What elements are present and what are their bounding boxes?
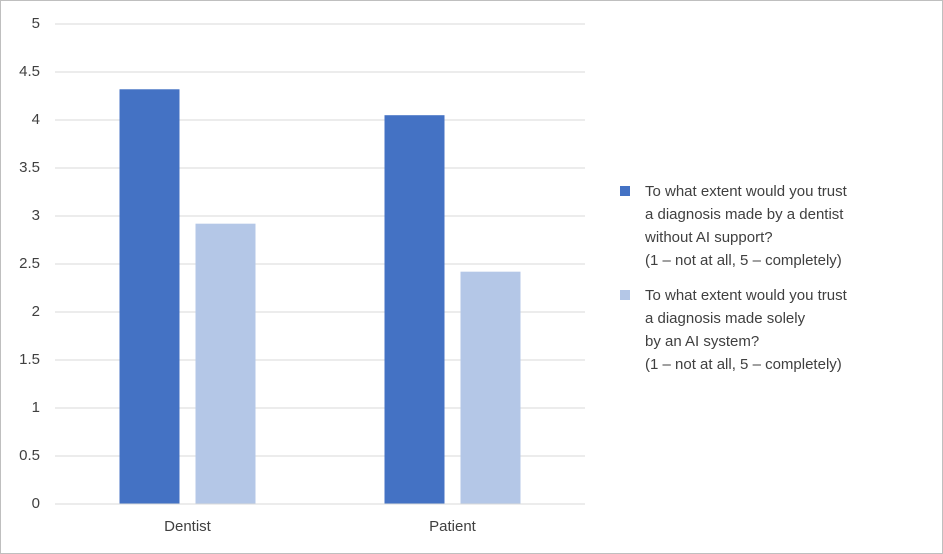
- bar: [460, 271, 521, 504]
- legend-label: To what extent would you trust a diagnos…: [645, 183, 847, 269]
- bar: [384, 115, 445, 504]
- x-tick-label: Patient: [429, 518, 477, 535]
- y-tick-label: 1.5: [19, 351, 40, 368]
- x-tick-label: Dentist: [164, 518, 212, 535]
- y-tick-label: 2: [32, 303, 40, 320]
- y-tick-label: 1: [32, 399, 40, 416]
- legend-item: To what extent would you trust a diagnos…: [620, 180, 847, 272]
- legend-swatch: [620, 290, 630, 300]
- y-tick-label: 3: [32, 207, 40, 224]
- bar: [119, 89, 180, 504]
- y-tick-label: 5: [32, 15, 40, 32]
- y-tick-label: 4: [32, 111, 40, 128]
- y-tick-label: 4.5: [19, 63, 40, 80]
- legend-swatch: [620, 186, 630, 196]
- legend-item: To what extent would you trust a diagnos…: [620, 284, 847, 376]
- bar: [195, 223, 256, 504]
- y-tick-label: 0.5: [19, 447, 40, 464]
- y-tick-label: 0: [32, 495, 40, 512]
- y-tick-label: 3.5: [19, 159, 40, 176]
- legend-label: To what extent would you trust a diagnos…: [645, 287, 847, 373]
- y-tick-label: 2.5: [19, 255, 40, 272]
